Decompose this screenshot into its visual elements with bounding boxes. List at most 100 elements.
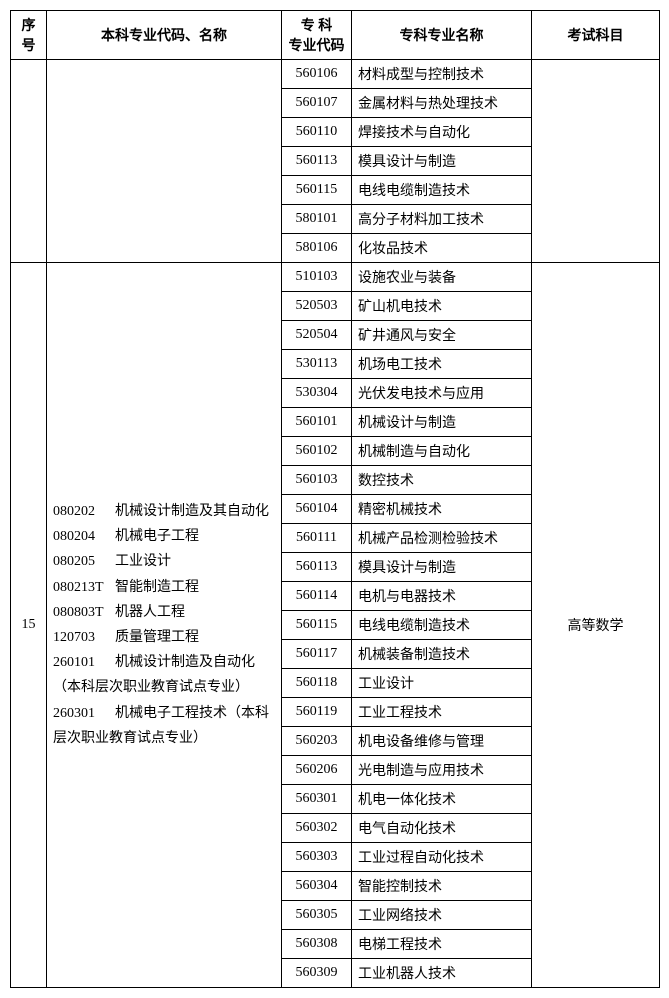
spec-code: 510103 bbox=[282, 263, 352, 292]
spec-code: 560302 bbox=[282, 814, 352, 843]
table-body: 560106材料成型与控制技术560107金属材料与热处理技术560110焊接技… bbox=[11, 60, 660, 988]
spec-name: 高分子材料加工技术 bbox=[352, 205, 532, 234]
spec-name: 机械产品检测检验技术 bbox=[352, 524, 532, 553]
header-major: 本科专业代码、名称 bbox=[47, 11, 282, 60]
spec-code: 580101 bbox=[282, 205, 352, 234]
header-name: 专科专业名称 bbox=[352, 11, 532, 60]
major-entry: 080202机械设计制造及其自动化 bbox=[53, 499, 275, 524]
spec-name: 工业过程自动化技术 bbox=[352, 843, 532, 872]
major-entry: 120703质量管理工程 bbox=[53, 625, 275, 650]
spec-code: 560301 bbox=[282, 785, 352, 814]
spec-code: 560305 bbox=[282, 901, 352, 930]
spec-name: 矿井通风与安全 bbox=[352, 321, 532, 350]
spec-name: 工业网络技术 bbox=[352, 901, 532, 930]
spec-code: 560103 bbox=[282, 466, 352, 495]
spec-code: 560114 bbox=[282, 582, 352, 611]
header-exam: 考试科目 bbox=[532, 11, 660, 60]
major-name: 机械电子工程 bbox=[115, 529, 199, 544]
spec-name: 智能控制技术 bbox=[352, 872, 532, 901]
spec-code: 560102 bbox=[282, 437, 352, 466]
spec-code: 530304 bbox=[282, 379, 352, 408]
table-row: 15080202机械设计制造及其自动化080204机械电子工程080205工业设… bbox=[11, 263, 660, 292]
exam-cell: 高等数学 bbox=[532, 263, 660, 988]
spec-name: 模具设计与制造 bbox=[352, 147, 532, 176]
spec-name: 机械装备制造技术 bbox=[352, 640, 532, 669]
spec-name: 机械制造与自动化 bbox=[352, 437, 532, 466]
major-entry: 080803T机器人工程 bbox=[53, 600, 275, 625]
spec-code: 560113 bbox=[282, 147, 352, 176]
spec-name: 机械设计与制造 bbox=[352, 408, 532, 437]
major-code: 260301 bbox=[53, 701, 115, 726]
spec-name: 电机与电器技术 bbox=[352, 582, 532, 611]
spec-code: 560104 bbox=[282, 495, 352, 524]
header-seq: 序号 bbox=[11, 11, 47, 60]
exam-cell-empty bbox=[532, 60, 660, 263]
spec-name: 精密机械技术 bbox=[352, 495, 532, 524]
spec-code: 560203 bbox=[282, 727, 352, 756]
spec-code: 560117 bbox=[282, 640, 352, 669]
spec-code: 560115 bbox=[282, 176, 352, 205]
spec-code: 560115 bbox=[282, 611, 352, 640]
spec-name: 光伏发电技术与应用 bbox=[352, 379, 532, 408]
major-code: 120703 bbox=[53, 625, 115, 650]
major-code: 080204 bbox=[53, 524, 115, 549]
major-code: 080202 bbox=[53, 499, 115, 524]
spec-code: 560118 bbox=[282, 669, 352, 698]
spec-code: 560111 bbox=[282, 524, 352, 553]
header-code: 专 科 专业代码 bbox=[282, 11, 352, 60]
major-cell-empty bbox=[47, 60, 282, 263]
major-name: 机械设计制造及其自动化 bbox=[115, 504, 269, 519]
major-entry: 080204机械电子工程 bbox=[53, 524, 275, 549]
spec-name: 电气自动化技术 bbox=[352, 814, 532, 843]
major-entry: 260301机械电子工程技术（本科层次职业教育试点专业） bbox=[53, 701, 275, 751]
spec-name: 工业机器人技术 bbox=[352, 959, 532, 988]
spec-code: 560304 bbox=[282, 872, 352, 901]
spec-code: 580106 bbox=[282, 234, 352, 263]
table-row: 560106材料成型与控制技术 bbox=[11, 60, 660, 89]
spec-name: 数控技术 bbox=[352, 466, 532, 495]
spec-code: 520503 bbox=[282, 292, 352, 321]
major-entry: 080213T智能制造工程 bbox=[53, 575, 275, 600]
seq-cell-empty bbox=[11, 60, 47, 263]
spec-code: 560113 bbox=[282, 553, 352, 582]
spec-name: 光电制造与应用技术 bbox=[352, 756, 532, 785]
spec-name: 模具设计与制造 bbox=[352, 553, 532, 582]
major-entry: 080205工业设计 bbox=[53, 549, 275, 574]
header-row: 序号 本科专业代码、名称 专 科 专业代码 专科专业名称 考试科目 bbox=[11, 11, 660, 60]
major-cell: 080202机械设计制造及其自动化080204机械电子工程080205工业设计0… bbox=[47, 263, 282, 988]
spec-name: 工业工程技术 bbox=[352, 698, 532, 727]
spec-code: 560206 bbox=[282, 756, 352, 785]
spec-code: 560309 bbox=[282, 959, 352, 988]
spec-name: 矿山机电技术 bbox=[352, 292, 532, 321]
spec-name: 焊接技术与自动化 bbox=[352, 118, 532, 147]
spec-code: 560106 bbox=[282, 60, 352, 89]
major-code: 260101 bbox=[53, 650, 115, 675]
spec-code: 560119 bbox=[282, 698, 352, 727]
spec-name: 材料成型与控制技术 bbox=[352, 60, 532, 89]
major-name: 智能制造工程 bbox=[115, 580, 199, 595]
major-table: 序号 本科专业代码、名称 专 科 专业代码 专科专业名称 考试科目 560106… bbox=[10, 10, 660, 988]
spec-name: 化妆品技术 bbox=[352, 234, 532, 263]
spec-name: 机电一体化技术 bbox=[352, 785, 532, 814]
spec-name: 机电设备维修与管理 bbox=[352, 727, 532, 756]
spec-name: 工业设计 bbox=[352, 669, 532, 698]
spec-code: 560308 bbox=[282, 930, 352, 959]
major-code: 080205 bbox=[53, 549, 115, 574]
spec-code: 560303 bbox=[282, 843, 352, 872]
major-code: 080213T bbox=[53, 575, 115, 600]
spec-code: 530113 bbox=[282, 350, 352, 379]
spec-code: 560110 bbox=[282, 118, 352, 147]
seq-cell: 15 bbox=[11, 263, 47, 988]
spec-name: 电线电缆制造技术 bbox=[352, 176, 532, 205]
spec-code: 520504 bbox=[282, 321, 352, 350]
major-code: 080803T bbox=[53, 600, 115, 625]
major-entry: 260101机械设计制造及自动化（本科层次职业教育试点专业） bbox=[53, 650, 275, 700]
major-name: 工业设计 bbox=[115, 554, 171, 569]
major-name: 质量管理工程 bbox=[115, 630, 199, 645]
spec-name: 电梯工程技术 bbox=[352, 930, 532, 959]
spec-name: 设施农业与装备 bbox=[352, 263, 532, 292]
major-name: 机器人工程 bbox=[115, 605, 185, 620]
spec-code: 560101 bbox=[282, 408, 352, 437]
spec-code: 560107 bbox=[282, 89, 352, 118]
spec-name: 机场电工技术 bbox=[352, 350, 532, 379]
